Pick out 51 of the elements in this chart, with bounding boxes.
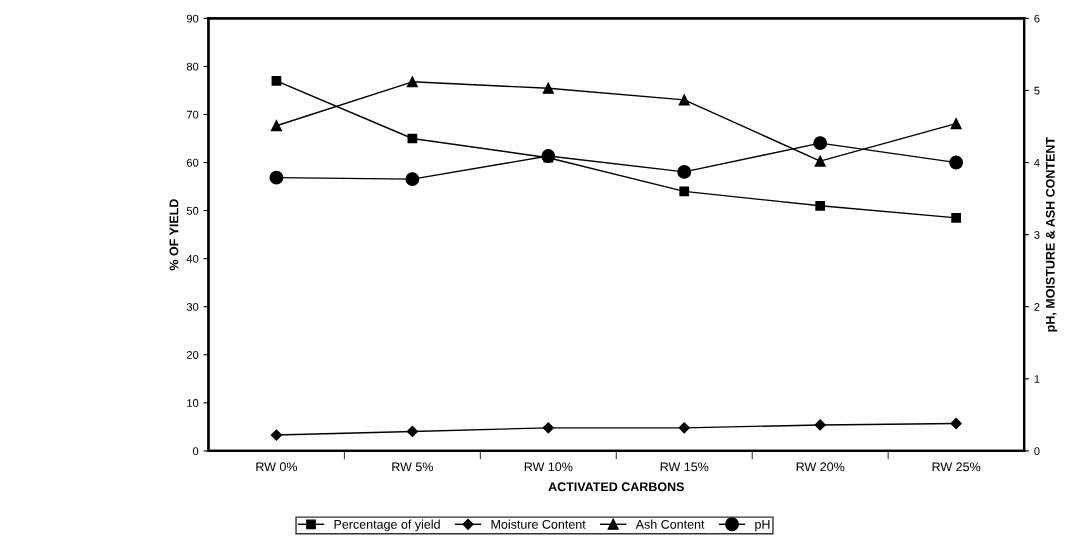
point [950,417,962,430]
y-tick-label: 60 [186,158,199,167]
point [815,200,826,211]
y2-tick-label: 6 [1034,14,1040,23]
point [677,164,692,179]
y-tick-label: 80 [186,62,199,71]
point [951,212,961,223]
y-tick-label: 0 [192,447,199,456]
y2-tick-label: 1 [1034,375,1040,383]
x-tick-label: RW 20% [796,462,845,472]
point [678,94,690,106]
y-tick-label: 30 [186,302,199,311]
legend-label: pH [755,520,770,532]
point [406,425,418,438]
y2-tick-label: 2 [1034,302,1040,311]
point [814,419,826,431]
point [542,422,554,434]
x-tick-label: RW 0% [256,462,298,472]
point [269,170,284,185]
point [542,82,554,94]
y-tick-label: 70 [186,110,199,119]
y-tick-label: 40 [186,254,199,263]
point [271,75,282,86]
point [406,76,418,88]
legend-label: Moisture Content [491,519,586,529]
x-tick-label: RW 25% [932,462,981,472]
y-tick-label: 90 [186,14,199,23]
y-axis-title: % OF YIELD [169,199,179,271]
y2-tick-label: 5 [1034,86,1040,95]
y-tick-label: 10 [187,399,199,407]
point [678,422,690,434]
x-tick-label: RW 10% [524,462,573,472]
legend-label: Percentage of yield [334,519,440,532]
x-axis-title: ACTIVATED CARBONS [548,482,684,492]
y2-tick-label: 0 [1034,447,1040,456]
point [813,136,828,151]
point [814,155,826,167]
y2-axis-title: pH, MOISTURE & ASH CONTENT [1045,137,1058,332]
point [270,120,282,132]
y2-tick-label: 3 [1034,230,1040,239]
x-tick-label: RW 15% [660,462,709,472]
y-tick-label: 50 [186,206,199,215]
legend-label: Ash Content [635,519,705,529]
x-tick-label: RW 5% [392,462,433,472]
point [270,429,283,441]
point [679,186,690,197]
point [950,118,962,130]
y2-tick-label: 4 [1034,158,1040,167]
point [949,155,964,170]
y-tick-label: 20 [186,351,199,359]
point [405,172,420,187]
